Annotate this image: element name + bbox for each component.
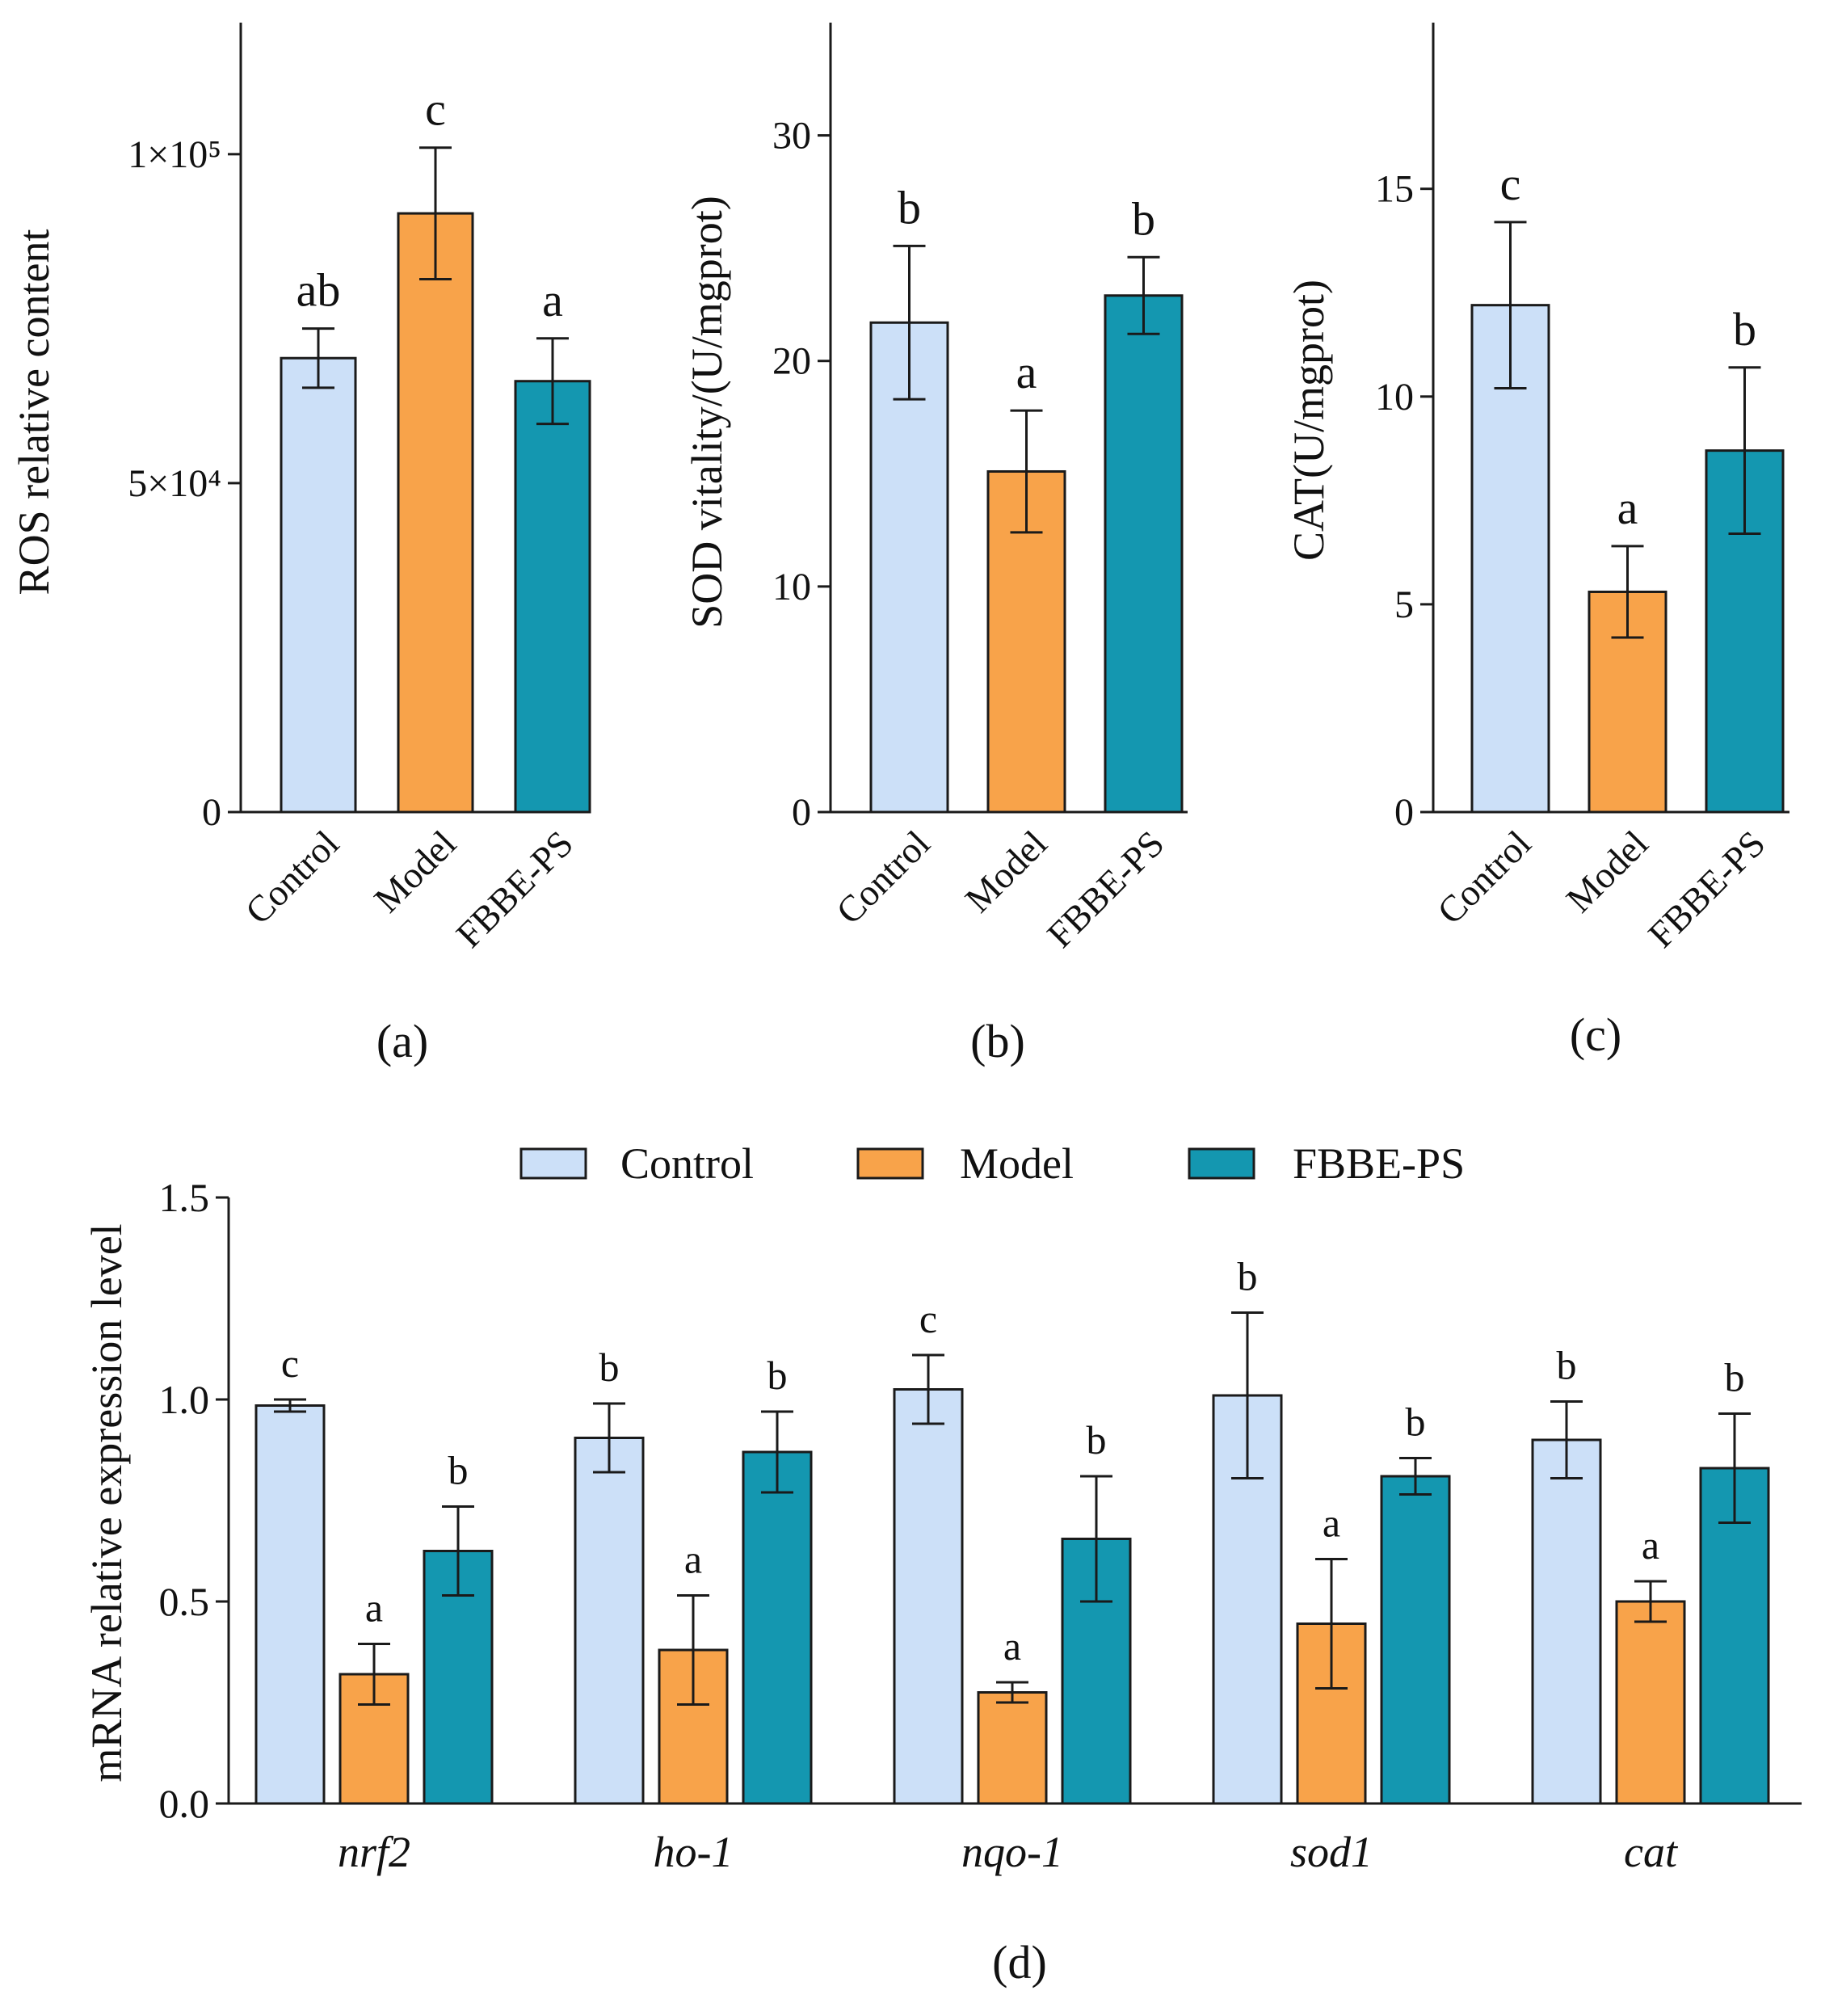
significance-label: c: [281, 1340, 299, 1386]
bar-control-cat: [1531, 1438, 1602, 1805]
y-tick-label: 1.5: [159, 1175, 210, 1220]
significance-label: b: [1557, 1343, 1577, 1388]
y-tick-label: 30: [772, 115, 811, 158]
x-tick-label: Model: [957, 823, 1055, 920]
x-tick-label: FBBE-PS: [1039, 823, 1171, 955]
x-tick-label: nrf2: [338, 1828, 410, 1876]
y-axis-label: SOD vitality/(U/mgprot): [683, 196, 731, 628]
y-axis-label: mRNA relative expression level: [82, 1223, 131, 1782]
bar-fbbe-ps-sod1: [1380, 1475, 1451, 1805]
significance-label: a: [365, 1585, 383, 1631]
bar-control-ho-1: [574, 1437, 645, 1805]
significance-label: b: [1132, 192, 1155, 245]
y-tick-label: 0: [1394, 791, 1414, 834]
significance-label: b: [599, 1345, 620, 1390]
significance-label: b: [1733, 303, 1756, 356]
y-tick-label: 15: [1375, 168, 1414, 211]
significance-label: b: [1087, 1417, 1107, 1463]
y-axis-label: ROS relative content: [10, 229, 58, 596]
legend-swatch-model: [856, 1147, 924, 1180]
significance-label: ab: [296, 264, 341, 317]
bar-model: [397, 212, 474, 814]
significance-label: b: [1725, 1355, 1745, 1400]
legend-swatch-fbbe-ps: [1188, 1147, 1255, 1180]
y-tick-label: 10: [1375, 376, 1414, 419]
legend-label-model: Model: [960, 1139, 1074, 1188]
significance-label: a: [1016, 346, 1037, 398]
x-tick-label: FBBE-PS: [1640, 823, 1773, 955]
bar-control: [869, 321, 949, 814]
y-tick-label: 10: [772, 566, 811, 608]
y-tick-label: 5: [1394, 583, 1414, 626]
legend-label-control: Control: [620, 1139, 754, 1188]
x-tick-label: Control: [1429, 823, 1538, 932]
panel-b-caption: (b): [970, 1015, 1025, 1067]
panel-a: 0 5×10⁴ 1×10⁵ ROS relative content ab Control…: [10, 23, 591, 955]
significance-label: a: [542, 274, 563, 326]
legend-label-fbbe-ps: FBBE-PS: [1293, 1139, 1465, 1188]
bar-model-cat: [1615, 1600, 1686, 1805]
bar-fbbe-ps: [514, 380, 591, 814]
x-tick-label: sod1: [1290, 1828, 1373, 1876]
x-tick-label: nqo-1: [961, 1828, 1063, 1876]
significance-label: c: [919, 1296, 937, 1341]
y-tick-label: 1.0: [159, 1377, 210, 1422]
y-axis-label: CAT(U/mgprot): [1285, 280, 1333, 561]
x-tick-label: ho-1: [654, 1828, 734, 1876]
x-tick-label: Model: [1558, 823, 1656, 920]
panel-d: 0.0 0.5 1.0 1.5 mRNA relative expression lev…: [82, 1175, 1802, 1876]
bar-control-nqo-1: [893, 1388, 964, 1805]
significance-label: b: [1238, 1254, 1258, 1299]
significance-label: b: [898, 181, 921, 234]
significance-label: a: [684, 1537, 702, 1582]
x-tick-label: FBBE-PS: [448, 823, 581, 955]
legend-swatch-control: [519, 1147, 587, 1180]
significance-label: c: [425, 83, 446, 136]
panel-b: 0 10 20 30 SOD vitality/(U/mgprot) b Control a M…: [683, 23, 1188, 955]
panel-d-caption: (d): [992, 1936, 1047, 1989]
significance-label: a: [1323, 1500, 1340, 1546]
x-tick-label: Control: [828, 823, 937, 932]
panel-c-caption: (c): [1570, 1008, 1621, 1061]
y-tick-label: 0: [792, 791, 811, 834]
significance-label: b: [448, 1448, 469, 1493]
panel-a-caption: (a): [376, 1015, 428, 1067]
legend: Control Model FBBE-PS: [519, 1139, 1465, 1188]
x-tick-label: cat: [1624, 1828, 1679, 1876]
y-tick-label: 0: [202, 791, 221, 834]
bar-model-nqo-1: [977, 1691, 1048, 1805]
x-tick-label: Model: [366, 823, 464, 920]
bar-control: [280, 356, 357, 814]
bar-fbbe-ps-ho-1: [742, 1450, 813, 1805]
significance-label: a: [1617, 482, 1638, 534]
panel-c: 0 5 10 15 CAT(U/mgprot) c Control a Model b FBBE-P…: [1285, 23, 1789, 955]
y-tick-label: 1×10⁵: [128, 133, 221, 176]
y-tick-label: 0.0: [159, 1781, 210, 1826]
x-tick-label: Control: [238, 823, 347, 932]
significance-label: a: [1642, 1522, 1659, 1568]
y-tick-label: 20: [772, 340, 811, 383]
significance-label: b: [1406, 1399, 1426, 1445]
bar-model-nrf2: [339, 1673, 410, 1805]
bar-control: [1470, 304, 1550, 814]
y-tick-label: 0.5: [159, 1579, 210, 1624]
significance-label: b: [768, 1353, 788, 1398]
significance-label: c: [1500, 158, 1521, 210]
bar-fbbe-ps: [1104, 294, 1184, 814]
bar-control-nrf2: [254, 1404, 326, 1805]
significance-label: a: [1003, 1623, 1021, 1669]
y-tick-label: 5×10⁴: [128, 462, 221, 505]
